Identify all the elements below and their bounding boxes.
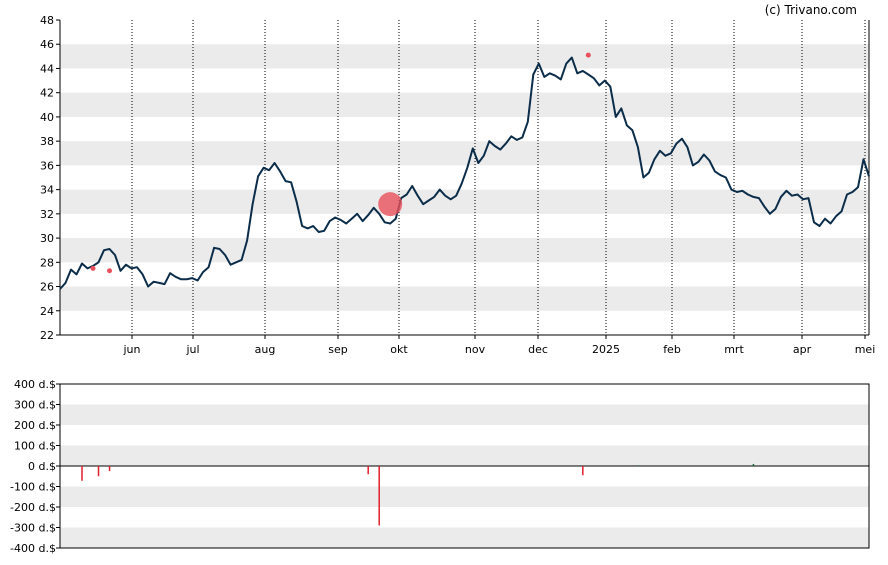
grid-band xyxy=(60,486,869,507)
x-tick-label: aug xyxy=(255,343,276,356)
y-tick-label: 44 xyxy=(40,62,54,75)
volume-panel: 400 d.$ 300 d.$ 200 d.$ 100 d.$ 0 d.$ -100 d.… xyxy=(10,378,870,555)
x-tick-label: feb xyxy=(663,343,681,356)
y-tick-label: 34 xyxy=(40,184,54,197)
y-tick-label: 24 xyxy=(40,305,54,318)
volume-bar xyxy=(582,466,584,476)
y-tick-label: 26 xyxy=(40,281,54,294)
y-tick-label: 40 xyxy=(40,111,54,124)
grid-band xyxy=(60,286,869,311)
x-tick-label: mrt xyxy=(724,343,744,356)
x-tick-label: dec xyxy=(528,343,548,356)
x-tick-label: mei xyxy=(855,343,876,356)
x-tick-label: okt xyxy=(390,343,408,356)
y-tick-label: -200 d.$ xyxy=(10,501,56,514)
y-tick-label: 400 d.$ xyxy=(14,378,56,391)
x-tick-label: jun xyxy=(123,343,141,356)
x-tick-label: sep xyxy=(328,343,347,356)
price-series-line xyxy=(59,56,870,290)
y-tick-label: 28 xyxy=(40,256,54,269)
volume-bar xyxy=(108,466,111,472)
grid-band xyxy=(60,404,869,425)
price-panel: 22 24 26 28 30 32 34 36 38 40 42 44 46 48 jun jul aug sep… xyxy=(40,14,875,356)
y-tick-label: -100 d.$ xyxy=(10,481,56,494)
volume-bar xyxy=(367,466,369,475)
y-tick-label: 36 xyxy=(40,159,54,172)
y-tick-label: -400 d.$ xyxy=(10,542,56,555)
y-tick-label: 46 xyxy=(40,38,54,51)
y-tick-label: 38 xyxy=(40,135,54,148)
event-marker xyxy=(585,52,591,58)
x-tick-label: apr xyxy=(793,343,812,356)
y-tick-label: 200 d.$ xyxy=(14,419,56,432)
y-tick-label: 0 d.$ xyxy=(28,460,56,473)
x-tick-label: 2025 xyxy=(592,343,620,356)
y-tick-label: -300 d.$ xyxy=(10,522,56,535)
y-tick-label: 32 xyxy=(40,208,54,221)
grid-band xyxy=(60,238,869,263)
grid-band xyxy=(60,527,869,548)
grid-band xyxy=(60,92,869,117)
copyright-watermark: (c) Trivano.com xyxy=(765,3,857,17)
volume-bar xyxy=(378,466,380,526)
grid-band xyxy=(60,445,869,466)
grid-band xyxy=(60,141,869,166)
y-tick-label: 22 xyxy=(40,329,54,342)
highlight-bubble xyxy=(378,192,403,217)
y-tick-label: 42 xyxy=(40,87,54,100)
volume-bar xyxy=(97,466,100,477)
y-tick-label: 300 d.$ xyxy=(14,399,56,412)
volume-bar xyxy=(752,463,755,466)
volume-bar xyxy=(81,466,83,481)
grid-band xyxy=(60,44,869,69)
x-tick-label: nov xyxy=(465,343,486,356)
y-tick-label: 30 xyxy=(40,232,54,245)
event-marker xyxy=(107,268,113,274)
event-marker xyxy=(90,265,96,271)
y-tick-label: 48 xyxy=(40,14,54,27)
volume-bar xyxy=(637,465,639,467)
y-tick-label: 100 d.$ xyxy=(14,440,56,453)
x-tick-label: jul xyxy=(185,343,199,356)
